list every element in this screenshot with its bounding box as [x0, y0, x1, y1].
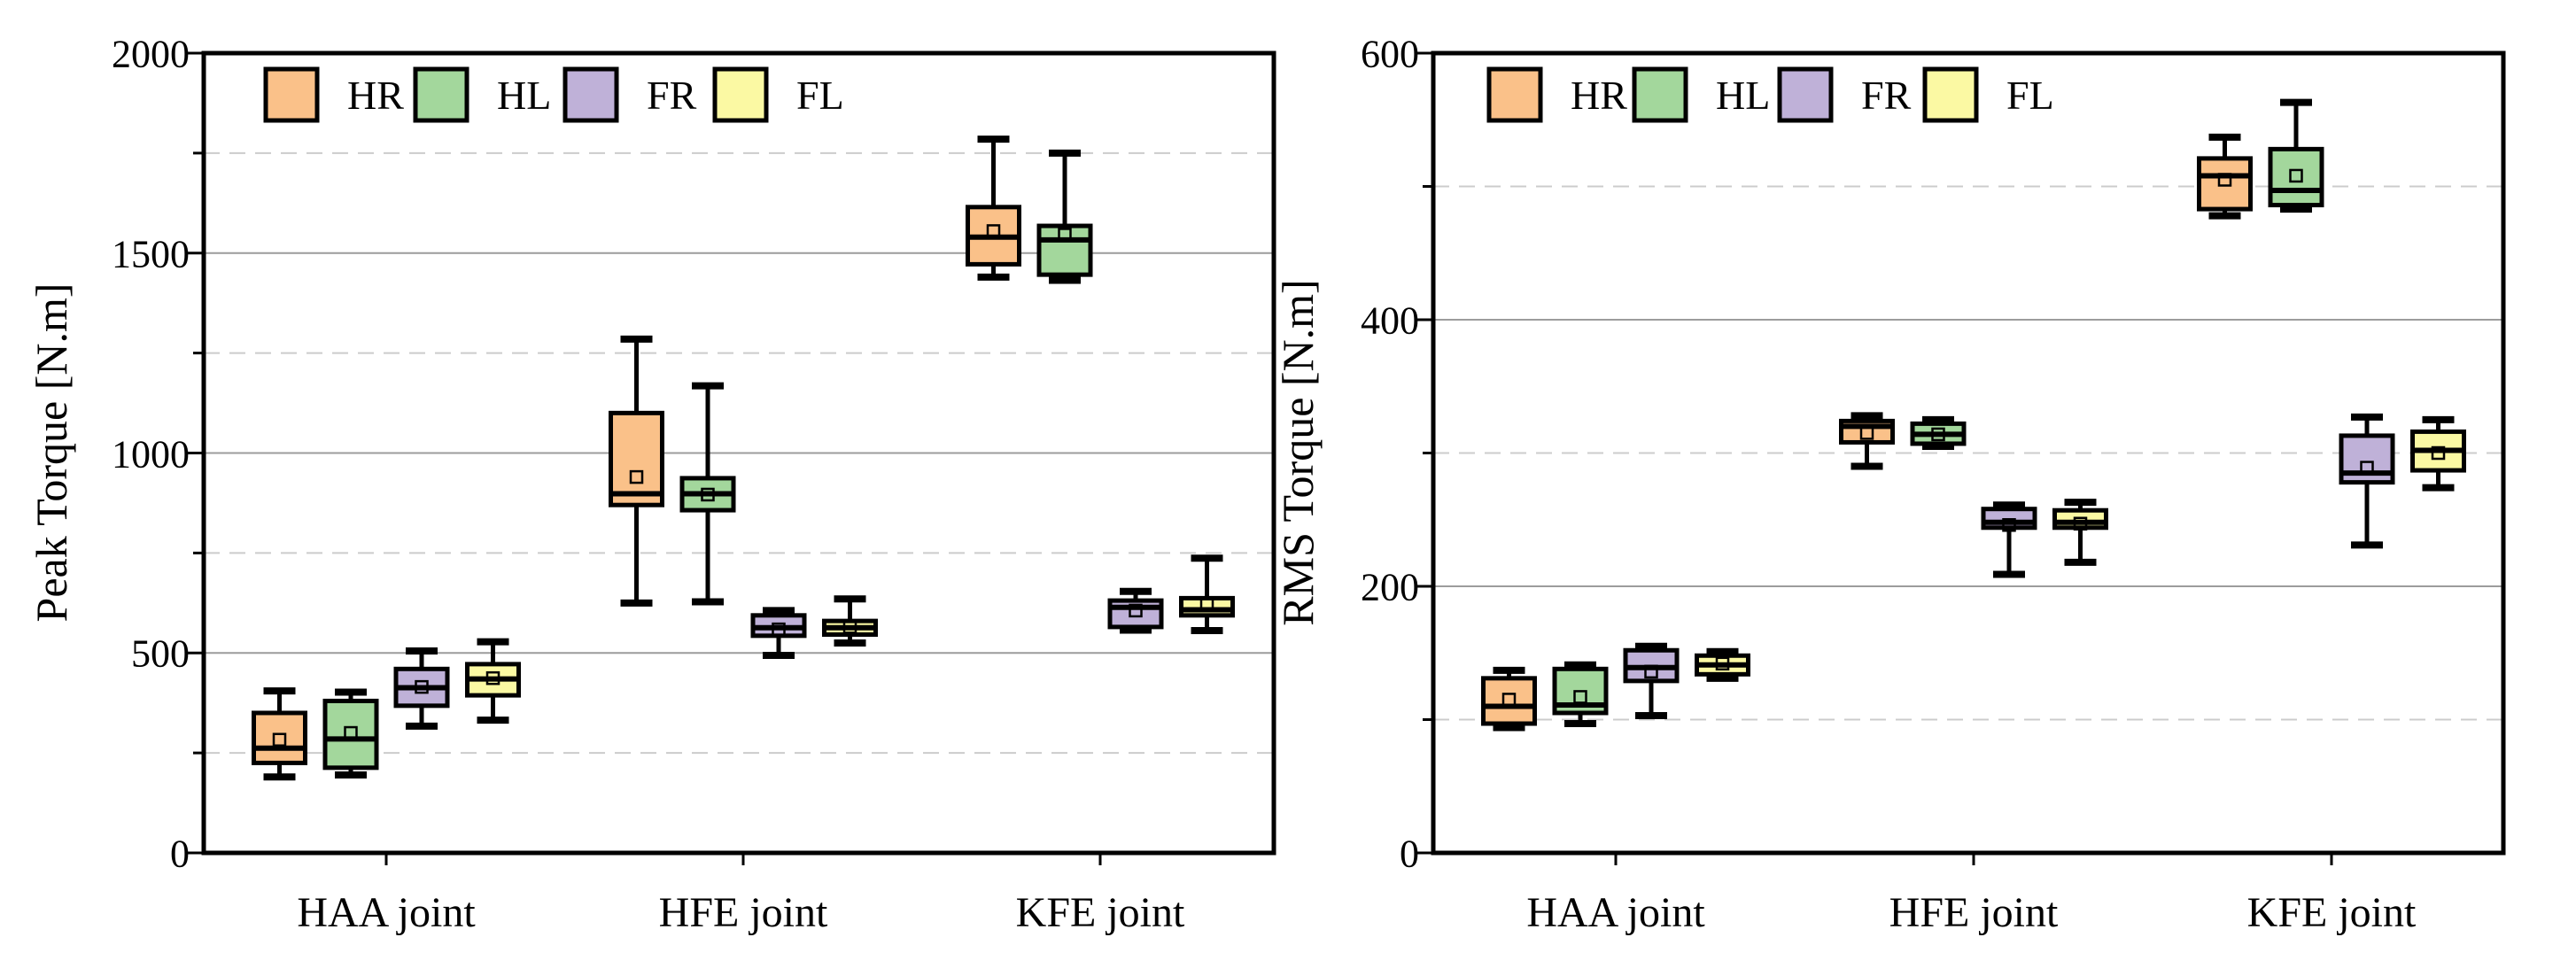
- box-FR-HFE: [1981, 501, 2037, 578]
- mean-marker: [415, 679, 429, 694]
- x-category-label: HFE joint: [659, 889, 828, 936]
- legend-swatch-hl: [1632, 66, 1688, 123]
- x-category-label: KFE joint: [2247, 889, 2417, 936]
- box-HL-HFE: [1910, 415, 1967, 450]
- x-category-label: HAA joint: [297, 889, 476, 936]
- box-FL-HFE: [2052, 499, 2108, 566]
- box-HR-KFE: [2197, 133, 2253, 220]
- mean-marker: [2217, 173, 2232, 187]
- mean-marker: [1129, 603, 1143, 618]
- box-FL-HAA: [1695, 647, 1750, 682]
- box-HR-KFE: [966, 136, 1021, 281]
- iqr-box: [252, 710, 307, 765]
- mean-marker: [1644, 664, 1658, 679]
- legend-swatch-fr: [1777, 66, 1834, 123]
- mean-marker: [272, 732, 287, 747]
- box-HR-HAA: [1481, 666, 1537, 732]
- legend-label-fr: FR: [647, 73, 697, 118]
- mean-marker: [1573, 690, 1587, 704]
- iqr-box: [2197, 156, 2253, 212]
- mean-marker: [1058, 228, 1072, 242]
- mean-marker: [842, 620, 857, 634]
- legend-label-hl: HL: [1716, 73, 1770, 118]
- left-legend: HR HL FR FL: [263, 66, 844, 123]
- box-HL-HAA: [1552, 661, 1609, 728]
- box-FR-HAA: [1623, 642, 1680, 719]
- plot-frame: [1431, 50, 2506, 856]
- left-y-axis-title: Peak Torque [N.m]: [27, 283, 76, 623]
- box-HR-HAA: [252, 687, 307, 781]
- box-HL-HFE: [679, 382, 736, 606]
- mean-marker: [1199, 596, 1214, 611]
- mean-marker: [986, 224, 1001, 238]
- box-FL-KFE: [1179, 554, 1235, 634]
- iqr-box: [609, 410, 664, 507]
- y-tick-label: 400: [1361, 298, 1419, 342]
- legend-swatch-fl: [1922, 66, 1979, 123]
- x-category-label: HFE joint: [1889, 889, 2059, 936]
- mean-marker: [629, 469, 644, 484]
- legend-label-hr: HR: [1571, 73, 1627, 118]
- mean-marker: [344, 725, 358, 740]
- legend-swatch-fr: [563, 66, 619, 123]
- iqr-box: [1179, 595, 1235, 618]
- box-FL-HAA: [465, 638, 521, 724]
- y-tick-label: 0: [170, 832, 190, 875]
- y-tick-label: 600: [1361, 32, 1419, 75]
- legend-label-fl: FL: [2006, 73, 2054, 118]
- mean-marker: [701, 487, 715, 502]
- legend-label-fr: FR: [1861, 73, 1912, 118]
- legend-label-fl: FL: [796, 73, 844, 118]
- mean-marker: [1501, 693, 1517, 707]
- y-tick-label: 1500: [112, 232, 190, 275]
- box-HL-HAA: [322, 688, 379, 778]
- mean-marker: [1931, 427, 1945, 442]
- legend-label-hr: HR: [347, 73, 404, 118]
- y-tick-label: 0: [1400, 832, 1419, 875]
- x-category-label: HAA joint: [1526, 889, 1705, 936]
- y-tick-label: 2000: [112, 32, 190, 75]
- iqr-box: [1036, 223, 1093, 277]
- box-FR-HAA: [393, 647, 450, 730]
- box-HL-KFE: [1036, 149, 1093, 284]
- iqr-box: [1481, 676, 1537, 726]
- legend-swatch-fl: [712, 66, 769, 123]
- iqr-box: [322, 698, 379, 771]
- legend-label-hl: HL: [497, 73, 551, 118]
- right-chart-panel: [1416, 50, 2506, 865]
- legend-swatch-hr: [263, 66, 320, 123]
- box-FL-KFE: [2410, 415, 2466, 492]
- right-legend: HR HL FR FL: [1486, 66, 2054, 123]
- mean-marker: [2002, 518, 2016, 532]
- legend-swatch-hr: [1486, 66, 1543, 123]
- right-y-axis-title: RMS Torque [N.m]: [1273, 279, 1323, 625]
- mean-marker: [2289, 168, 2303, 183]
- mean-marker: [2431, 445, 2446, 461]
- y-tick-label: 1000: [112, 432, 190, 476]
- box-HR-HFE: [609, 335, 664, 607]
- mean-marker: [772, 622, 786, 637]
- box-FR-KFE: [1107, 587, 1164, 634]
- box-FL-HFE: [822, 595, 878, 647]
- mean-marker: [485, 670, 500, 686]
- box-HL-KFE: [2268, 98, 2324, 213]
- mean-marker: [1715, 656, 1730, 671]
- iqr-box: [2268, 146, 2324, 208]
- box-FR-HFE: [750, 607, 807, 659]
- mean-marker: [2073, 516, 2088, 531]
- legend-swatch-hl: [413, 66, 469, 123]
- mean-marker: [1859, 426, 1874, 440]
- y-tick-label: 500: [131, 631, 190, 675]
- box-FR-KFE: [2339, 413, 2395, 549]
- y-tick-label: 200: [1361, 565, 1419, 608]
- box-HR-HFE: [1839, 412, 1895, 470]
- mean-marker: [2360, 461, 2374, 475]
- x-category-label: KFE joint: [1016, 889, 1185, 936]
- left-chart-panel: [186, 50, 1276, 865]
- plot-frame: [201, 50, 1276, 856]
